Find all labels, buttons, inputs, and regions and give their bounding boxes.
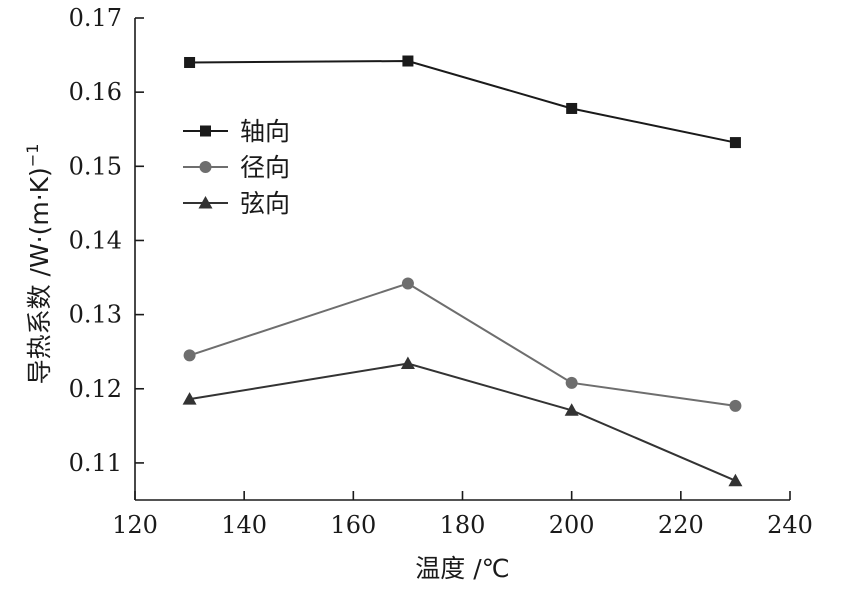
- x-tick-label: 180: [440, 511, 486, 539]
- y-tick-label: 0.13: [69, 301, 122, 329]
- y-tick-label: 0.17: [69, 4, 122, 32]
- y-tick-label: 0.15: [69, 152, 122, 180]
- y-tick-label: 0.16: [69, 78, 122, 106]
- series-layer: [182, 55, 743, 487]
- legend-marker: [199, 161, 212, 173]
- data-point: [400, 356, 415, 370]
- y-axis-title: 导热系数 /W·(m·K)−1: [23, 144, 54, 385]
- data-point: [183, 349, 196, 362]
- data-point: [729, 399, 742, 412]
- x-tick-label: 220: [658, 511, 704, 539]
- y-tick-label: 0.14: [69, 226, 122, 254]
- y-axis-title-superscript: −1: [23, 144, 42, 168]
- x-tick-label: 200: [549, 511, 595, 539]
- data-point: [401, 277, 414, 290]
- y-tick-label: 0.12: [69, 375, 122, 403]
- data-point: [728, 473, 743, 487]
- series-line-1: [189, 60, 736, 144]
- legend-label: 径向: [240, 153, 290, 182]
- data-point: [566, 102, 578, 114]
- data-point: [402, 55, 414, 67]
- ticks: 120 140 160 180 200 220 240 0.11 0.12 0.13 0.14 0.1…: [69, 4, 813, 539]
- x-tick-label: 160: [330, 511, 376, 539]
- legend-label: 轴向: [240, 117, 290, 146]
- series-line-2: [189, 282, 736, 407]
- x-axis-title: 温度 /℃: [415, 554, 509, 583]
- y-tick-label: 0.11: [69, 449, 122, 477]
- x-tick-label: 140: [221, 511, 267, 539]
- legend-label: 弦向: [240, 189, 290, 218]
- data-point: [564, 403, 579, 416]
- axes: [134, 18, 790, 501]
- data-point: [729, 137, 741, 149]
- series-line-3: [189, 362, 736, 482]
- x-tick-label: 120: [112, 511, 158, 539]
- data-point: [565, 376, 578, 389]
- x-tick-label: 240: [767, 511, 813, 539]
- y-axis-title-main: 导热系数 /W·(m·K): [25, 167, 54, 384]
- data-point: [182, 392, 197, 405]
- legend-marker: [198, 196, 213, 209]
- legend-marker: [200, 125, 211, 137]
- data-point: [184, 56, 196, 68]
